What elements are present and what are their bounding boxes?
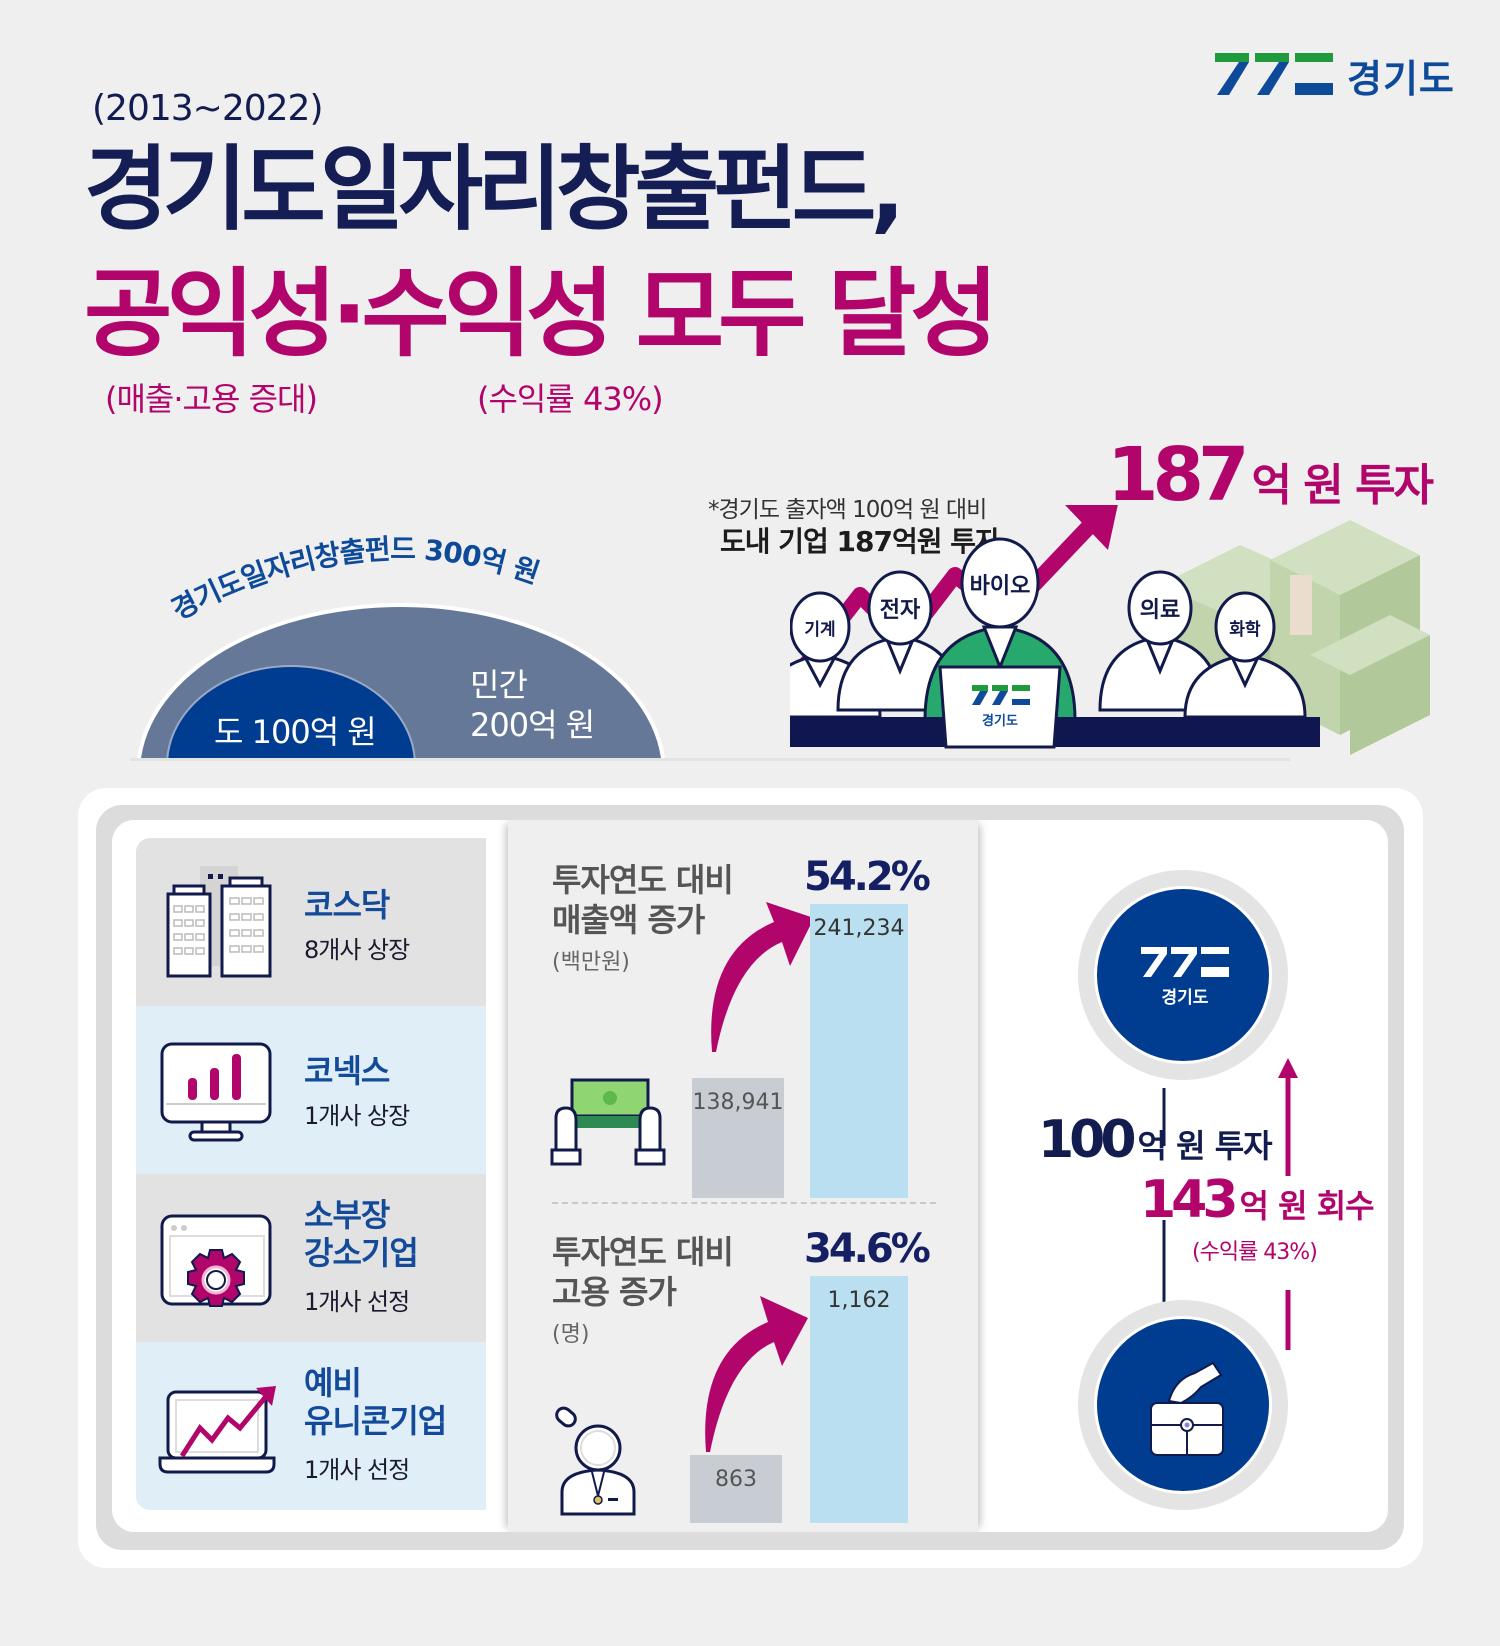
achievement-detail: 1개사 선정 — [304, 1456, 410, 1484]
svg-text:바이오: 바이오 — [970, 574, 1031, 599]
return-flow: 경기도 100 억 원 투자 143 억 원 회수 (수익률 43%) — [978, 820, 1388, 1532]
hand-briefcase-icon — [1150, 1361, 1224, 1456]
sales-after-bar: 241,234 — [810, 904, 908, 1198]
investment-headline: 187 억 원 투자 — [1107, 432, 1434, 518]
achievement-detail: 1개사 선정 — [304, 1288, 410, 1316]
gear-window-icon — [160, 1214, 272, 1307]
sector-people-illustration: 경기도 기계 전자 바이오 의료 화학 — [790, 505, 1430, 755]
section-divider — [130, 758, 1290, 761]
svg-text:경기도: 경기도 — [1162, 988, 1209, 1007]
period-label: (2013~2022) — [92, 88, 323, 129]
achievement-title: 코넥스 — [304, 1052, 390, 1090]
employment-unit: (명) — [552, 1322, 590, 1347]
achievement-detail: 1개사 상장 — [304, 1102, 410, 1130]
logo-text: 경기도 — [1347, 57, 1455, 101]
growth-arrow-icon — [711, 902, 814, 1052]
state-share-label: 도 100억 원 — [214, 713, 377, 751]
sales-before-value: 138,941 — [692, 1090, 784, 1115]
svg-text:기계: 기계 — [804, 620, 835, 640]
cash-hands-icon — [550, 1078, 666, 1166]
fund-composition: 경기도일자리창출펀드 300억 원 도 100억 원 민간 200억 원 — [130, 515, 670, 760]
growth-arrow-icon — [705, 1296, 808, 1452]
svg-text:의료: 의료 — [1140, 598, 1180, 623]
investment-summary: 도내 기업 187억원 투자 — [720, 525, 1001, 558]
employment-before-value: 863 — [715, 1467, 757, 1492]
svg-text:경기도: 경기도 — [982, 713, 1018, 729]
return-amount: 143 억 원 회수 — [1140, 1170, 1375, 1230]
employment-chart-title: 투자연도 대비 고용 증가 — [552, 1233, 734, 1311]
investment-amount: 100 억 원 투자 — [1038, 1110, 1273, 1170]
list-item-sobujang: 소부장 강소기업 1개사 선정 — [136, 1174, 486, 1342]
sales-after-value: 241,234 — [813, 916, 905, 941]
page-title: 경기도일자리창출펀드, — [84, 136, 905, 243]
buildings-icon — [166, 866, 272, 978]
return-rate: (수익률 43%) — [1192, 1240, 1318, 1265]
sales-growth-percent: 54.2% — [804, 854, 931, 900]
employment-growth-percent: 34.6% — [804, 1226, 931, 1272]
list-item-pre-unicorn: 예비 유니콘기업 1개사 선정 — [136, 1342, 486, 1510]
page-subtitle: 공익성·수익성 모두 달성 — [84, 258, 999, 370]
investment-headline-number: 187 — [1107, 432, 1249, 518]
public-benefit-note: (매출·고용 증대) — [105, 380, 318, 418]
sales-chart-title: 투자연도 대비 매출액 증가 — [552, 861, 734, 939]
laptop-growth-icon — [158, 1386, 276, 1474]
company-circle — [1078, 1300, 1288, 1510]
monitor-chart-icon — [160, 1042, 272, 1142]
employment-after-value: 1,162 — [827, 1288, 891, 1313]
investment-headline-unit: 억 원 투자 — [1251, 460, 1434, 511]
achievement-title: 코스닥 — [304, 886, 390, 924]
employment-after-bar: 1,162 — [810, 1276, 908, 1523]
svg-text:화학: 화학 — [1229, 620, 1261, 640]
worker-badge-icon — [555, 1406, 636, 1516]
list-item-konex: 코넥스 1개사 상장 — [136, 1006, 486, 1174]
return-up-arrow-icon — [1278, 1058, 1298, 1350]
profit-note: (수익률 43%) — [477, 380, 664, 418]
growth-charts: 투자연도 대비 매출액 증가 (백만원) 138,941 241,234 54.… — [508, 820, 978, 1532]
investment-footnote: *경기도 출자액 100억 원 대비 — [708, 497, 987, 523]
employment-before-bar: 863 — [690, 1455, 782, 1523]
private-share-label: 민간 200억 원 — [470, 665, 595, 745]
private-label: 민간 — [470, 666, 528, 704]
sales-unit: (백만원) — [552, 950, 630, 975]
gyeonggi-logo-mark-icon — [1215, 52, 1333, 95]
achievements-list: 코스닥 8개사 상장 코넥스 1개사 상장 — [136, 838, 486, 1510]
gyeonggi-logo: 경기도 — [1215, 48, 1455, 103]
sales-before-bar: 138,941 — [692, 1078, 784, 1198]
gyeonggi-circle: 경기도 — [1078, 870, 1288, 1080]
achievement-title: 소부장 강소기업 — [304, 1196, 419, 1272]
private-amount: 200억 원 — [470, 706, 595, 744]
achievement-title: 예비 유니콘기업 — [304, 1364, 447, 1440]
list-item-kosdaq: 코스닥 8개사 상장 — [136, 838, 486, 1006]
svg-text:전자: 전자 — [880, 598, 921, 623]
chart-divider — [552, 1202, 936, 1204]
achievement-detail: 8개사 상장 — [304, 936, 410, 964]
results-panel: 코스닥 8개사 상장 코넥스 1개사 상장 — [112, 820, 1388, 1532]
gyeonggi-logo-icon: 경기도 — [1141, 947, 1229, 1007]
